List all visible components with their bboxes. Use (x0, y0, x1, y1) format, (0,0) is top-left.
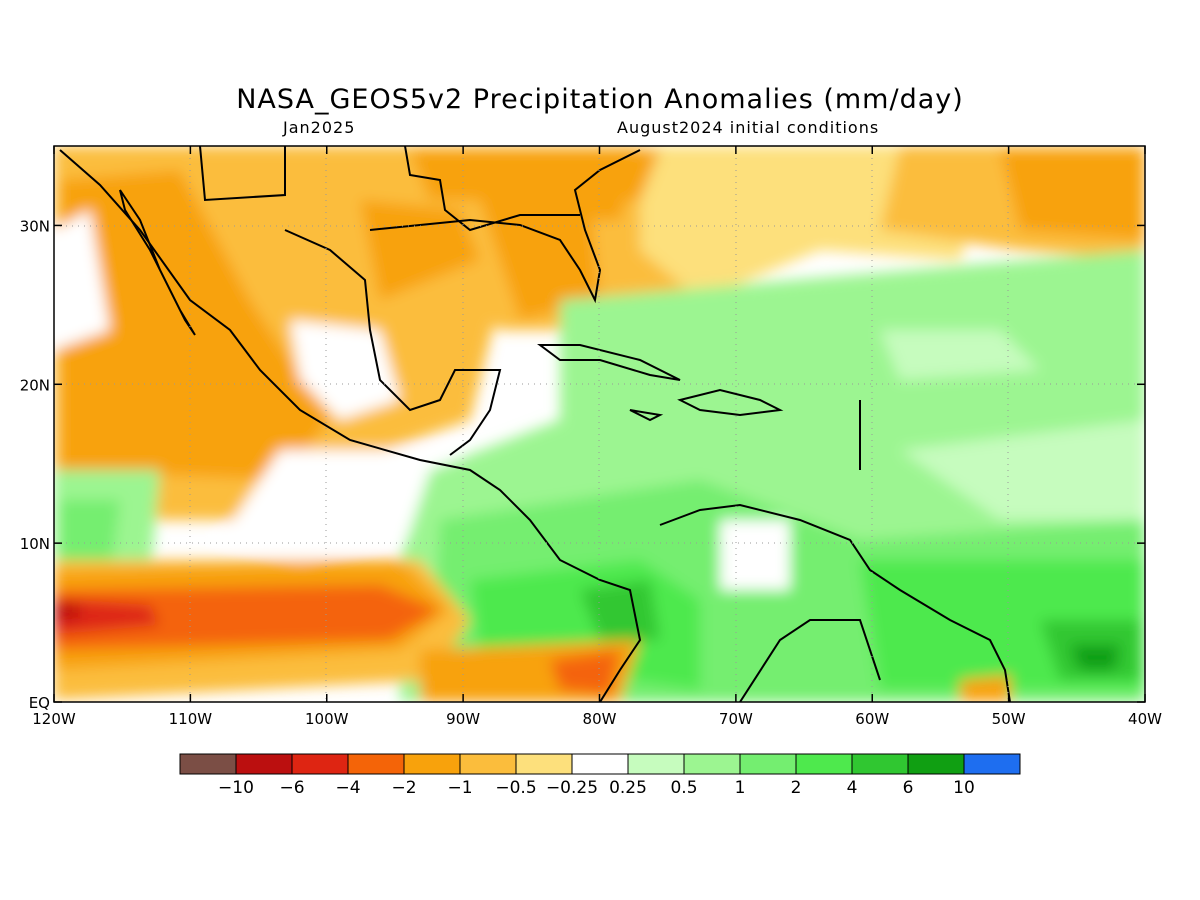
x-tick-label: 60W (855, 710, 889, 728)
x-axis-labels: 120W 110W 100W 90W 80W 70W 60W 50W 40W (32, 710, 1162, 728)
colorbar-label: 0.5 (670, 778, 697, 798)
y-tick-label: 30N (20, 217, 50, 235)
colorbar-label: 1 (735, 778, 746, 798)
colorbar-swatch (795, 753, 853, 775)
colorbar-swatch (459, 753, 517, 775)
colorbar-swatch (571, 753, 629, 775)
map-title: NASA_GEOS5v2 Precipitation Anomalies (mm… (236, 84, 964, 115)
colorbar-swatch (851, 753, 909, 775)
colorbar-swatch (515, 753, 573, 775)
anomaly-field (54, 146, 1145, 702)
colorbar-label: −6 (279, 778, 304, 798)
colorbar-swatch (963, 753, 1021, 775)
x-tick-label: 70W (719, 710, 753, 728)
colorbar-swatch (403, 753, 461, 775)
colorbar-label: −0.25 (546, 778, 598, 798)
colorbar-swatch (739, 753, 797, 775)
colorbar-swatch (235, 753, 293, 775)
x-tick-label: 90W (446, 710, 480, 728)
colorbar-label: −0.5 (495, 778, 536, 798)
colorbar-label: 4 (847, 778, 858, 798)
y-tick-label: 20N (20, 376, 50, 394)
y-tick-label: EQ (29, 694, 50, 712)
coastlines (59, 146, 1011, 702)
colorbar-swatch (683, 753, 741, 775)
init-conditions-label: August2024 initial conditions (617, 118, 880, 137)
colorbar-swatch (179, 753, 237, 775)
colorbar-swatch (907, 753, 965, 775)
colorbar (179, 753, 1021, 775)
x-tick-label: 100W (305, 710, 349, 728)
x-tick-label: 110W (169, 710, 213, 728)
colorbar-label: −4 (335, 778, 360, 798)
colorbar-labels: −10 −6 −4 −2 −1 −0.5 −0.25 0.25 0.5 1 2 4 6 10 (218, 778, 975, 798)
colorbar-label: 6 (903, 778, 914, 798)
colorbar-swatch (347, 753, 405, 775)
y-axis-labels: EQ 10N 20N 30N (20, 217, 50, 712)
x-tick-label: 50W (992, 710, 1026, 728)
x-tick-label: 40W (1128, 710, 1162, 728)
y-tick-label: 10N (20, 535, 50, 553)
colorbar-label: −10 (218, 778, 254, 798)
colorbar-swatch (627, 753, 685, 775)
x-tick-label: 120W (32, 710, 76, 728)
colorbar-label: −1 (447, 778, 472, 798)
x-tick-label: 80W (583, 710, 617, 728)
valid-month-label: Jan2025 (283, 118, 356, 137)
axis-ticks (53, 146, 1146, 703)
colorbar-label: 0.25 (609, 778, 647, 798)
colorbar-swatch (291, 753, 349, 775)
colorbar-label: 10 (953, 778, 975, 798)
colorbar-label: 2 (791, 778, 802, 798)
colorbar-label: −2 (391, 778, 416, 798)
